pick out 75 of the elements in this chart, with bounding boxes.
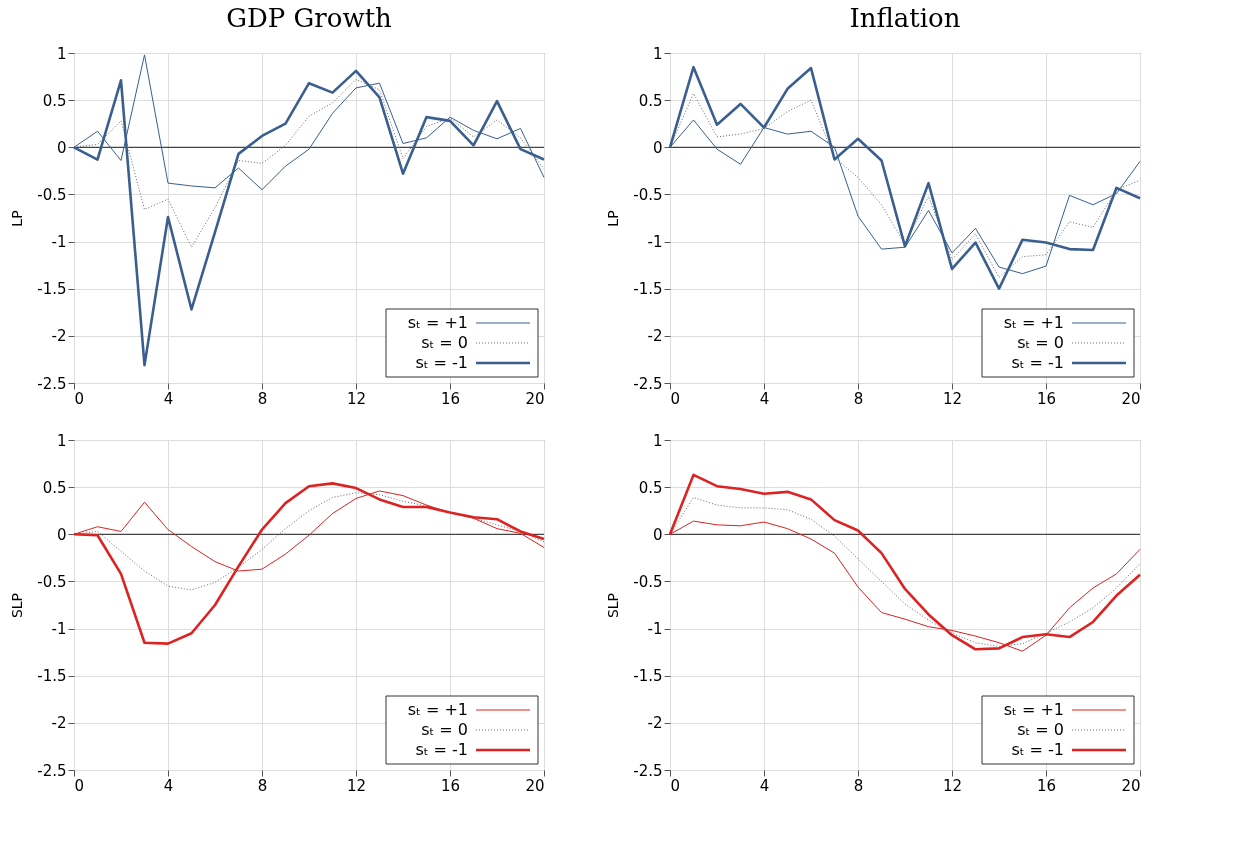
x-tick-label: 16: [1036, 389, 1057, 408]
x-tick-label: 4: [163, 389, 174, 408]
y-tick-label: 0.5: [638, 478, 663, 497]
y-tick-label: 0: [652, 525, 663, 544]
y-tick-label: -2: [51, 327, 67, 346]
y-tick-label: -0.5: [633, 185, 663, 204]
x-tick-label: 0: [670, 776, 681, 795]
y-tick-label: 0.5: [42, 478, 67, 497]
x-tick-label: 4: [759, 389, 770, 408]
x-tick-label: 20: [525, 389, 545, 408]
y-tick-label: -2: [647, 327, 663, 346]
y-tick-label: -1.5: [633, 667, 663, 686]
legend-label: sₜ = -1: [1011, 353, 1064, 372]
legend-label: sₜ = 0: [421, 333, 468, 352]
y-tick-label: 0: [56, 525, 67, 544]
x-tick-label: 20: [525, 776, 545, 795]
y-tick-label: -2.5: [37, 761, 67, 780]
legend-label: sₜ = -1: [415, 740, 468, 759]
legend-label: sₜ = +1: [1003, 700, 1064, 719]
x-tick-label: 4: [163, 776, 174, 795]
y-tick-label: 1: [652, 431, 663, 450]
x-tick-label: 16: [440, 389, 461, 408]
x-tick-label: 0: [670, 389, 681, 408]
x-tick-label: 0: [74, 776, 85, 795]
legend-label: sₜ = 0: [1017, 333, 1064, 352]
y-tick-label: 1: [56, 44, 67, 63]
y-tick-label: -1.5: [37, 280, 67, 299]
y-tick-label: -1: [51, 620, 67, 639]
x-tick-label: 20: [1121, 776, 1141, 795]
x-tick-label: 16: [440, 776, 461, 795]
x-tick-label: 12: [942, 776, 963, 795]
x-tick-label: 12: [346, 776, 367, 795]
y-tick-label: -2.5: [633, 761, 663, 780]
x-tick-label: 8: [257, 389, 268, 408]
y-tick-label: -1: [51, 233, 67, 252]
y-tick-label: -2.5: [633, 374, 663, 393]
line-series: [669, 497, 1141, 647]
legend-label: sₜ = +1: [407, 313, 468, 332]
chart-title: GDP Growth: [226, 3, 393, 33]
legend-label: sₜ = -1: [415, 353, 468, 372]
x-tick-label: 12: [346, 389, 367, 408]
y-tick-label: 0: [652, 138, 663, 157]
y-tick-label: 1: [56, 431, 67, 450]
y-tick-label: -2: [51, 714, 67, 733]
legend-label: sₜ = -1: [1011, 740, 1064, 759]
chart-title: Inflation: [849, 3, 961, 33]
legend-label: sₜ = 0: [1017, 720, 1064, 739]
y-tick-label: -1: [647, 233, 663, 252]
y-tick-label: -1: [647, 620, 663, 639]
y-tick-label: -2.5: [37, 374, 67, 393]
x-tick-label: 0: [74, 389, 85, 408]
y-tick-label: -0.5: [633, 572, 663, 591]
x-tick-label: 20: [1121, 389, 1141, 408]
legend-label: sₜ = +1: [1003, 313, 1064, 332]
y-tick-label: 0.5: [42, 91, 67, 110]
y-axis-title: LP: [605, 210, 622, 227]
y-tick-label: -0.5: [37, 572, 67, 591]
y-tick-label: -1.5: [633, 280, 663, 299]
x-tick-label: 8: [853, 389, 864, 408]
y-tick-label: -0.5: [37, 185, 67, 204]
x-tick-label: 8: [853, 776, 864, 795]
legend-label: sₜ = 0: [421, 720, 468, 739]
y-tick-label: -2: [647, 714, 663, 733]
y-axis-title: LP: [9, 210, 26, 227]
y-tick-label: 0.5: [638, 91, 663, 110]
y-axis-title: SLP: [9, 592, 26, 619]
y-tick-label: -1.5: [37, 667, 67, 686]
x-tick-label: 12: [942, 389, 963, 408]
x-tick-label: 8: [257, 776, 268, 795]
legend-label: sₜ = +1: [407, 700, 468, 719]
y-tick-label: 1: [652, 44, 663, 63]
x-tick-label: 16: [1036, 776, 1057, 795]
y-tick-label: 0: [56, 138, 67, 157]
y-axis-title: SLP: [605, 592, 622, 619]
x-tick-label: 4: [759, 776, 770, 795]
